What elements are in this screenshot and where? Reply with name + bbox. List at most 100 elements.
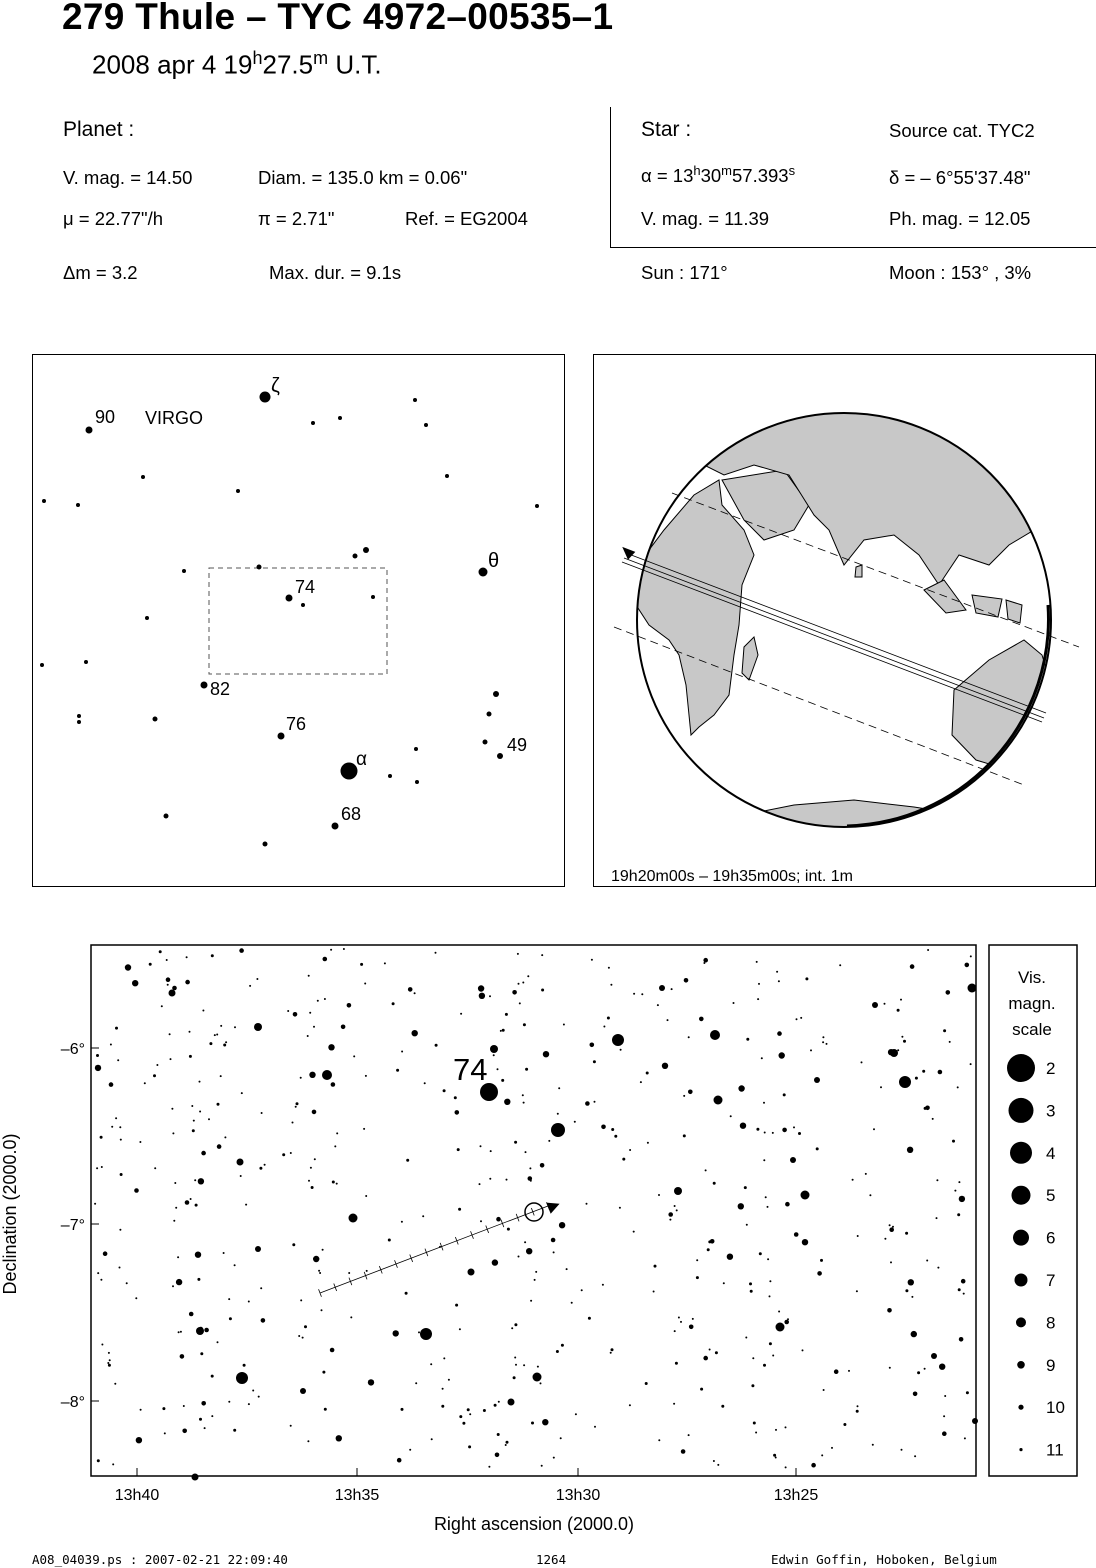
field-star <box>666 1019 669 1022</box>
finder-star <box>85 426 93 434</box>
bright-star <box>890 1049 898 1057</box>
label-49: 49 <box>507 735 527 755</box>
field-star <box>225 1041 228 1044</box>
field-star <box>201 1150 206 1156</box>
field-star <box>517 982 520 985</box>
finder-star <box>285 594 293 602</box>
field-star <box>539 1382 542 1385</box>
field-star <box>777 1031 782 1036</box>
field-star <box>869 1194 872 1197</box>
bright-star <box>236 1158 244 1166</box>
footer-number: 1264 <box>536 1552 567 1567</box>
field-star <box>633 992 636 995</box>
field-star <box>712 1460 715 1462</box>
field-star <box>964 962 970 968</box>
field-star <box>815 1147 819 1151</box>
field-star <box>521 1094 524 1097</box>
field-star <box>541 988 545 992</box>
sun-elongation: Sun : 171° <box>641 262 728 283</box>
field-star <box>763 1363 766 1367</box>
field-star <box>119 1126 122 1129</box>
field-star <box>505 1440 509 1444</box>
field-star <box>188 1311 194 1317</box>
finder-star <box>76 503 80 507</box>
field-star <box>308 1179 310 1182</box>
field-star <box>119 1228 122 1231</box>
field-star <box>478 1183 481 1186</box>
field-star <box>242 1363 246 1367</box>
field-star <box>313 1025 315 1028</box>
bright-star <box>467 1268 475 1276</box>
field-star <box>223 1043 227 1047</box>
field-star <box>714 1351 718 1355</box>
scale-label-7: 7 <box>1046 1271 1055 1290</box>
terminator-edge <box>846 604 1050 828</box>
field-star <box>914 1455 917 1458</box>
scale-dot-9 <box>1017 1361 1025 1369</box>
field-star <box>601 1283 604 1286</box>
field-star <box>524 1241 527 1244</box>
bright-star <box>236 1372 248 1384</box>
xtick-label: 13h40 <box>115 1487 160 1504</box>
field-star <box>177 1256 180 1259</box>
field-star <box>94 1202 97 1205</box>
field-star <box>677 1316 680 1319</box>
field-star <box>175 1206 178 1209</box>
scale-label-3: 3 <box>1046 1101 1055 1120</box>
field-star <box>295 1102 299 1106</box>
field-star <box>422 1215 425 1218</box>
field-star <box>409 1448 412 1451</box>
field-star <box>942 1431 947 1436</box>
field-star <box>313 1255 320 1263</box>
field-star <box>492 1054 495 1057</box>
field-star <box>177 1331 180 1334</box>
field-star <box>691 1317 694 1320</box>
field-star <box>558 1087 561 1090</box>
field-star <box>926 1259 929 1262</box>
field-star <box>329 1347 335 1353</box>
field-star <box>909 964 915 969</box>
field-star <box>911 1295 914 1298</box>
field-star <box>703 962 706 964</box>
field-star <box>745 1336 748 1339</box>
field-star <box>856 1405 859 1408</box>
field-star <box>956 1086 959 1089</box>
field-star <box>96 1167 99 1170</box>
field-star <box>135 1437 143 1444</box>
path-arrow <box>546 1202 560 1214</box>
field-star <box>541 954 544 957</box>
field-star <box>696 1259 699 1262</box>
field-star <box>884 1237 887 1240</box>
field-star <box>522 1023 526 1027</box>
bright-star <box>872 1002 878 1008</box>
field-star <box>454 1110 460 1115</box>
field-star <box>607 966 610 969</box>
bright-star <box>322 1070 332 1080</box>
scale-title-3: scale <box>1012 1020 1052 1039</box>
moon-elongation: Moon : 153° , 3% <box>889 262 1032 283</box>
field-star <box>775 1428 777 1431</box>
field-star <box>606 1016 610 1020</box>
field-star <box>965 1391 969 1395</box>
field-star <box>825 1042 828 1045</box>
field-star <box>914 1076 918 1080</box>
field-star <box>197 1178 205 1185</box>
field-star <box>552 1456 555 1459</box>
field-star <box>309 1166 312 1169</box>
field-star <box>668 1212 673 1217</box>
max-duration: Max. dur. = 9.1s <box>269 262 402 283</box>
field-star <box>143 1082 146 1085</box>
field-star <box>514 1323 518 1327</box>
field-star <box>434 951 437 954</box>
field-star <box>224 1136 227 1139</box>
field-star <box>618 1206 621 1209</box>
field-star <box>776 970 779 973</box>
field-star <box>441 1387 444 1390</box>
field-star <box>768 1295 771 1298</box>
field-star <box>680 1320 682 1323</box>
field-star <box>565 1268 568 1271</box>
field-star <box>306 1035 309 1037</box>
finder-star <box>42 499 46 503</box>
finder-chart: 90 VIRGO ζ θ 74 82 76 49 α 68 <box>32 354 565 887</box>
field-star <box>228 1317 232 1321</box>
